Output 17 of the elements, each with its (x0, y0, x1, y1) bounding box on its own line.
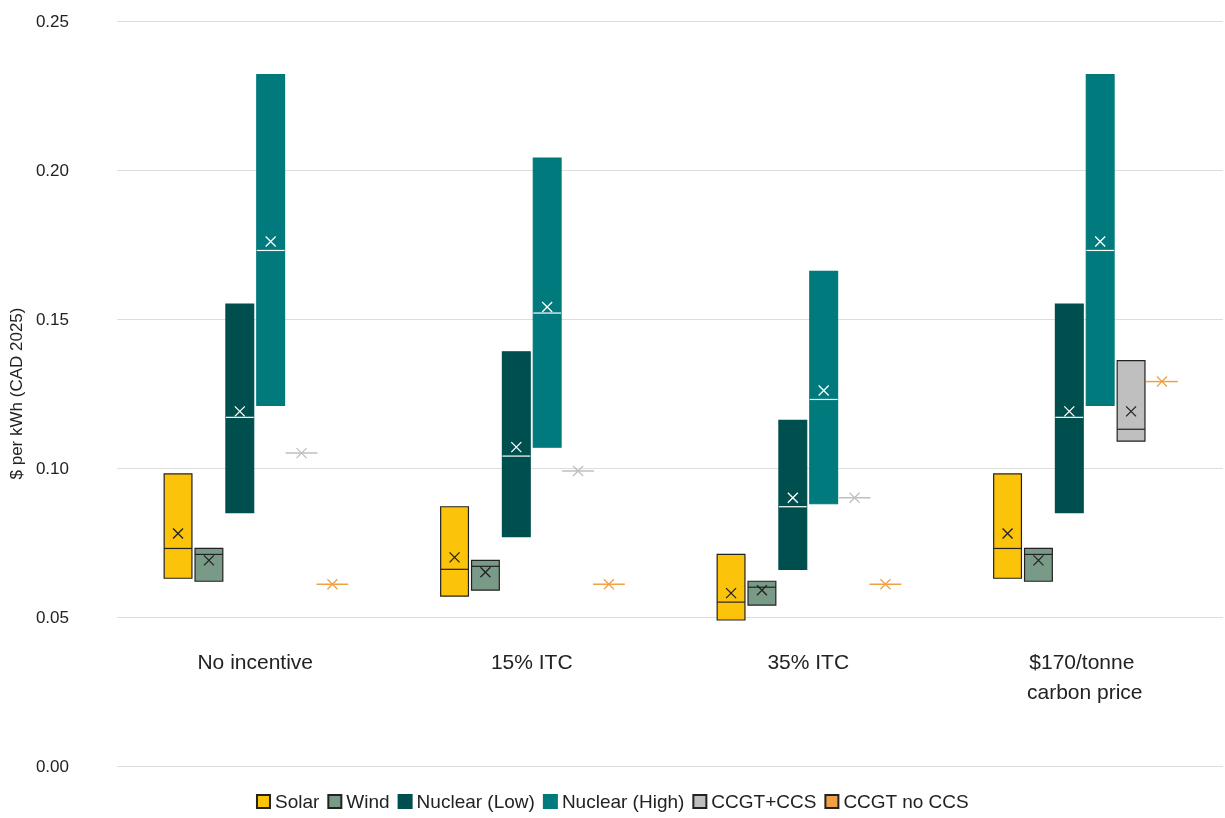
y-axis-title: $ per kWh (CAD 2025) (7, 307, 26, 480)
y-tick-label: 0.15 (35, 309, 69, 329)
x-tick-label: 35% ITC (767, 649, 850, 673)
y-tick-label: 0.25 (35, 11, 69, 31)
x-tick-label: 15% ITC (490, 649, 573, 673)
legend-label: Solar (274, 791, 320, 812)
legend-label: CCGT no CCS (843, 791, 969, 812)
legend-label: Wind (346, 791, 390, 812)
y-tick-label: 0.00 (35, 756, 69, 776)
y-tick-label: 0.20 (35, 160, 69, 180)
y-tick-label: 0.10 (35, 458, 69, 478)
y-tick-label: 0.05 (35, 607, 69, 627)
legend-label: Nuclear (High) (561, 791, 685, 812)
legend-label: CCGT+CCS (711, 791, 817, 812)
legend-label: Nuclear (Low) (416, 791, 535, 812)
x-tick-label: No incentive (197, 649, 314, 673)
x-tick-label: $170/tonne carbon price (1026, 649, 1143, 703)
